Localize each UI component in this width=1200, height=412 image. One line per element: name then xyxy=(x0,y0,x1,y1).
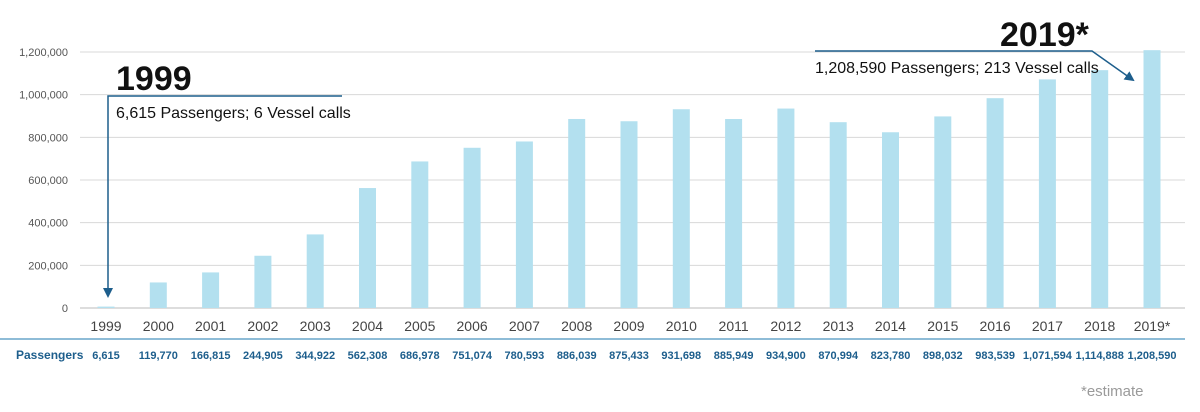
passenger-value-label: 751,074 xyxy=(452,350,493,362)
passenger-value-label: 875,433 xyxy=(609,350,649,362)
passenger-value-label: 885,949 xyxy=(714,350,754,362)
passenger-value-label: 983,539 xyxy=(975,350,1015,362)
y-tick-label: 800,000 xyxy=(28,132,68,144)
x-tick-label: 2014 xyxy=(875,318,906,334)
annotation-1999-line xyxy=(103,95,342,298)
passenger-value-label: 6,615 xyxy=(92,350,120,362)
bar xyxy=(411,161,429,308)
passenger-value-label: 562,308 xyxy=(348,350,388,362)
passenger-value-label: 1,114,888 xyxy=(1076,350,1124,362)
bar xyxy=(568,118,586,308)
x-tick-label: 2000 xyxy=(143,318,174,334)
x-tick-label: 1999 xyxy=(90,318,121,334)
x-tick-label: 2001 xyxy=(195,318,226,334)
passenger-value-label: 244,905 xyxy=(243,350,283,362)
y-axis-ticks: 0 200,000 400,000 600,000 800,000 1,000,000 1,… xyxy=(19,47,68,315)
passenger-value-label: 119,770 xyxy=(139,350,178,362)
bar xyxy=(254,255,272,308)
passenger-value-label: 1,071,594 xyxy=(1023,350,1073,362)
passenger-value-label: 886,039 xyxy=(557,350,597,362)
x-axis-ticks: 1999 2000 2001 2002 2003 2004 2005 2006 2007 2008… xyxy=(90,318,1170,334)
x-tick-label: 2010 xyxy=(666,318,697,334)
bar xyxy=(934,116,952,309)
x-tick-label: 2002 xyxy=(247,318,278,334)
y-tick-label: 400,000 xyxy=(28,218,68,230)
passenger-value-label: 686,978 xyxy=(400,350,440,362)
x-tick-label: 2009 xyxy=(613,318,644,334)
x-tick-label: 2011 xyxy=(719,318,749,334)
x-tick-label: 2006 xyxy=(457,318,488,334)
x-tick-label: 2007 xyxy=(509,318,540,334)
x-tick-label: 2018 xyxy=(1084,318,1115,334)
bar xyxy=(986,98,1004,308)
bar xyxy=(882,132,899,308)
passenger-value-label: 1,208,590 xyxy=(1128,350,1177,362)
y-tick-label: 0 xyxy=(62,303,68,315)
bar xyxy=(777,108,795,309)
bar xyxy=(829,122,847,308)
annotations: 1999 6,615 Passengers; 6 Vessel calls 20… xyxy=(103,16,1135,298)
bar xyxy=(620,121,638,308)
bar xyxy=(97,306,115,308)
annotation-2019-text: 1,208,590 Passengers; 213 Vessel calls xyxy=(815,60,1099,77)
y-tick-label: 600,000 xyxy=(28,175,68,187)
annotation-1999-year: 1999 xyxy=(116,60,192,98)
table-row-label: Passengers xyxy=(16,348,84,362)
x-tick-label: 2003 xyxy=(300,318,331,334)
passenger-value-label: 898,032 xyxy=(923,350,963,362)
annotation-2019-line xyxy=(815,50,1135,82)
x-tick-label: 2016 xyxy=(980,318,1011,334)
bar xyxy=(359,188,376,308)
footnote-estimate: *estimate xyxy=(1081,383,1144,400)
y-tick-label: 200,000 xyxy=(28,260,68,272)
annotation-2019-year: 2019* xyxy=(1000,16,1090,54)
bar xyxy=(725,118,743,308)
bar xyxy=(515,141,533,308)
bar xyxy=(149,282,167,308)
passenger-value-label: 934,900 xyxy=(766,350,806,362)
x-tick-label: 2008 xyxy=(561,318,592,334)
bar xyxy=(1038,79,1056,308)
x-tick-label: 2012 xyxy=(770,318,801,334)
passenger-value-label: 823,780 xyxy=(871,350,911,362)
annotation-1999-text: 6,615 Passengers; 6 Vessel calls xyxy=(116,105,351,122)
x-tick-label: 2004 xyxy=(352,318,383,334)
bar xyxy=(202,272,220,308)
y-tick-label: 1,000,000 xyxy=(19,90,68,102)
bar xyxy=(463,147,481,308)
y-tick-label: 1,200,000 xyxy=(19,47,68,59)
bar xyxy=(672,109,690,308)
x-tick-label: 2005 xyxy=(404,318,435,334)
x-tick-label: 2015 xyxy=(927,318,958,334)
bar xyxy=(1143,50,1161,308)
x-tick-label: 2019* xyxy=(1134,318,1171,334)
passenger-value-label: 931,698 xyxy=(661,350,701,362)
passenger-value-label: 780,593 xyxy=(505,350,545,362)
bar xyxy=(1091,70,1109,308)
bar xyxy=(306,234,324,308)
passenger-values-row: 6,615 119,770 166,815 244,905 344,922 562,308… xyxy=(92,350,1176,362)
x-tick-label: 2013 xyxy=(823,318,854,334)
passenger-value-label: 870,994 xyxy=(818,350,859,362)
x-tick-label: 2017 xyxy=(1032,318,1063,334)
bars xyxy=(97,50,1161,309)
passenger-value-label: 166,815 xyxy=(191,350,231,362)
passenger-value-label: 344,922 xyxy=(295,350,335,362)
